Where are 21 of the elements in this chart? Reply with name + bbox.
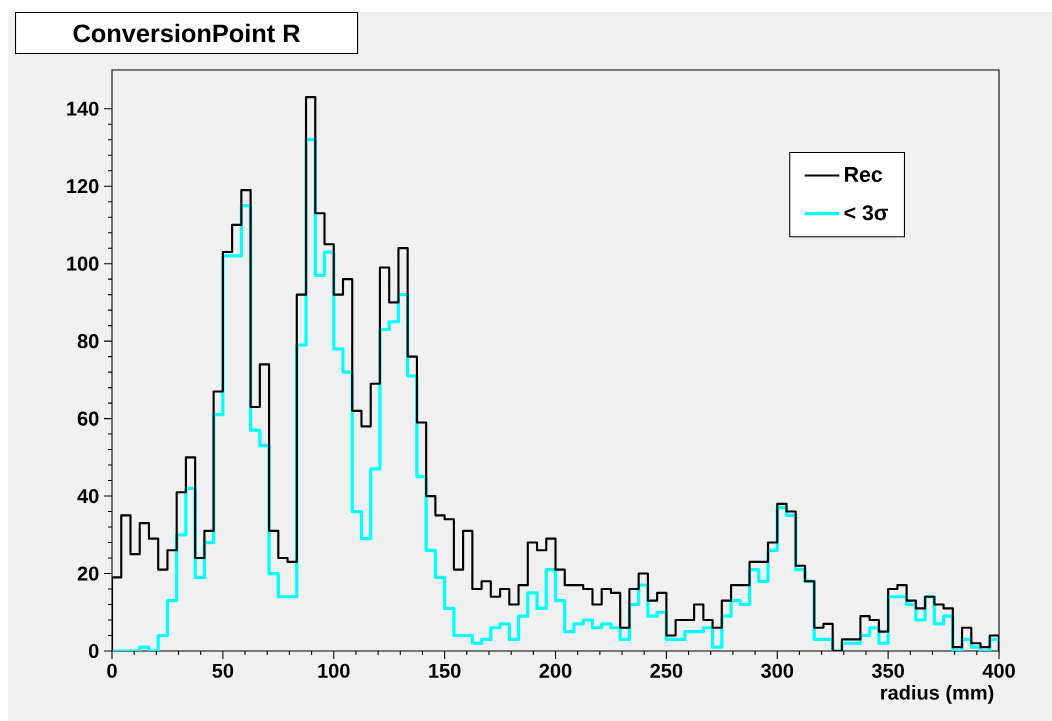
x-axis-title: radius (mm)	[881, 685, 994, 704]
y-tick-label: 40	[77, 488, 99, 504]
y-tick-label: 20	[77, 566, 99, 581]
x-tick-label: 350	[871, 663, 904, 678]
y-tick-label: 60	[77, 411, 99, 426]
x-tick-label: 0	[107, 663, 117, 678]
x-tick-label: 300	[761, 663, 794, 678]
x-tick-label: 400	[982, 663, 1015, 678]
y-tick-label: 140	[67, 101, 99, 116]
x-tick-label: 200	[539, 663, 572, 678]
x-tick-label: 100	[318, 663, 350, 678]
x-tick-label: 150	[429, 663, 461, 678]
y-tick-label: 120	[67, 179, 99, 194]
y-tick-label: 0	[88, 643, 99, 659]
y-tick-label: 80	[77, 334, 99, 349]
x-tick-label: 50	[212, 663, 234, 678]
y-tick-label: 100	[67, 256, 99, 271]
legend-label: Rec	[845, 167, 883, 183]
legend-label: < 3σ	[844, 205, 889, 221]
chart-title: ConversionPoint R	[73, 23, 301, 43]
x-tick-label: 250	[650, 663, 683, 678]
